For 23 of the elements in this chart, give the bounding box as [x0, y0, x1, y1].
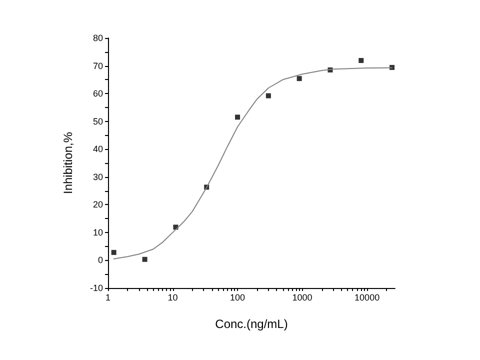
y-tick-label: 20	[92, 200, 103, 210]
y-tick-label: 30	[92, 172, 103, 182]
x-tick-label: 1	[105, 292, 111, 302]
x-tick-label: 10	[168, 292, 178, 302]
x-axis-title: Conc.(ng/mL)	[215, 317, 288, 331]
y-tick-label: 80	[92, 33, 103, 43]
x-tick-label: 1000	[292, 292, 312, 302]
y-tick-label: -10	[90, 283, 103, 293]
point	[266, 93, 271, 98]
y-axis-title: Inhibition,%	[61, 132, 75, 194]
y-tick-label: 0	[98, 255, 103, 266]
y-tick-label: 40	[92, 144, 103, 154]
y-tick-label: 10	[92, 227, 103, 238]
y-tick-label: 60	[92, 88, 103, 99]
point	[235, 114, 240, 120]
x-tick-label: 10000	[354, 292, 380, 302]
point	[111, 250, 116, 255]
y-tick-label: 50	[92, 116, 103, 126]
point	[296, 76, 302, 82]
x-tick-label: 100	[230, 292, 246, 302]
point	[142, 256, 148, 262]
y-tick-label: 70	[92, 60, 103, 71]
point	[358, 58, 364, 63]
